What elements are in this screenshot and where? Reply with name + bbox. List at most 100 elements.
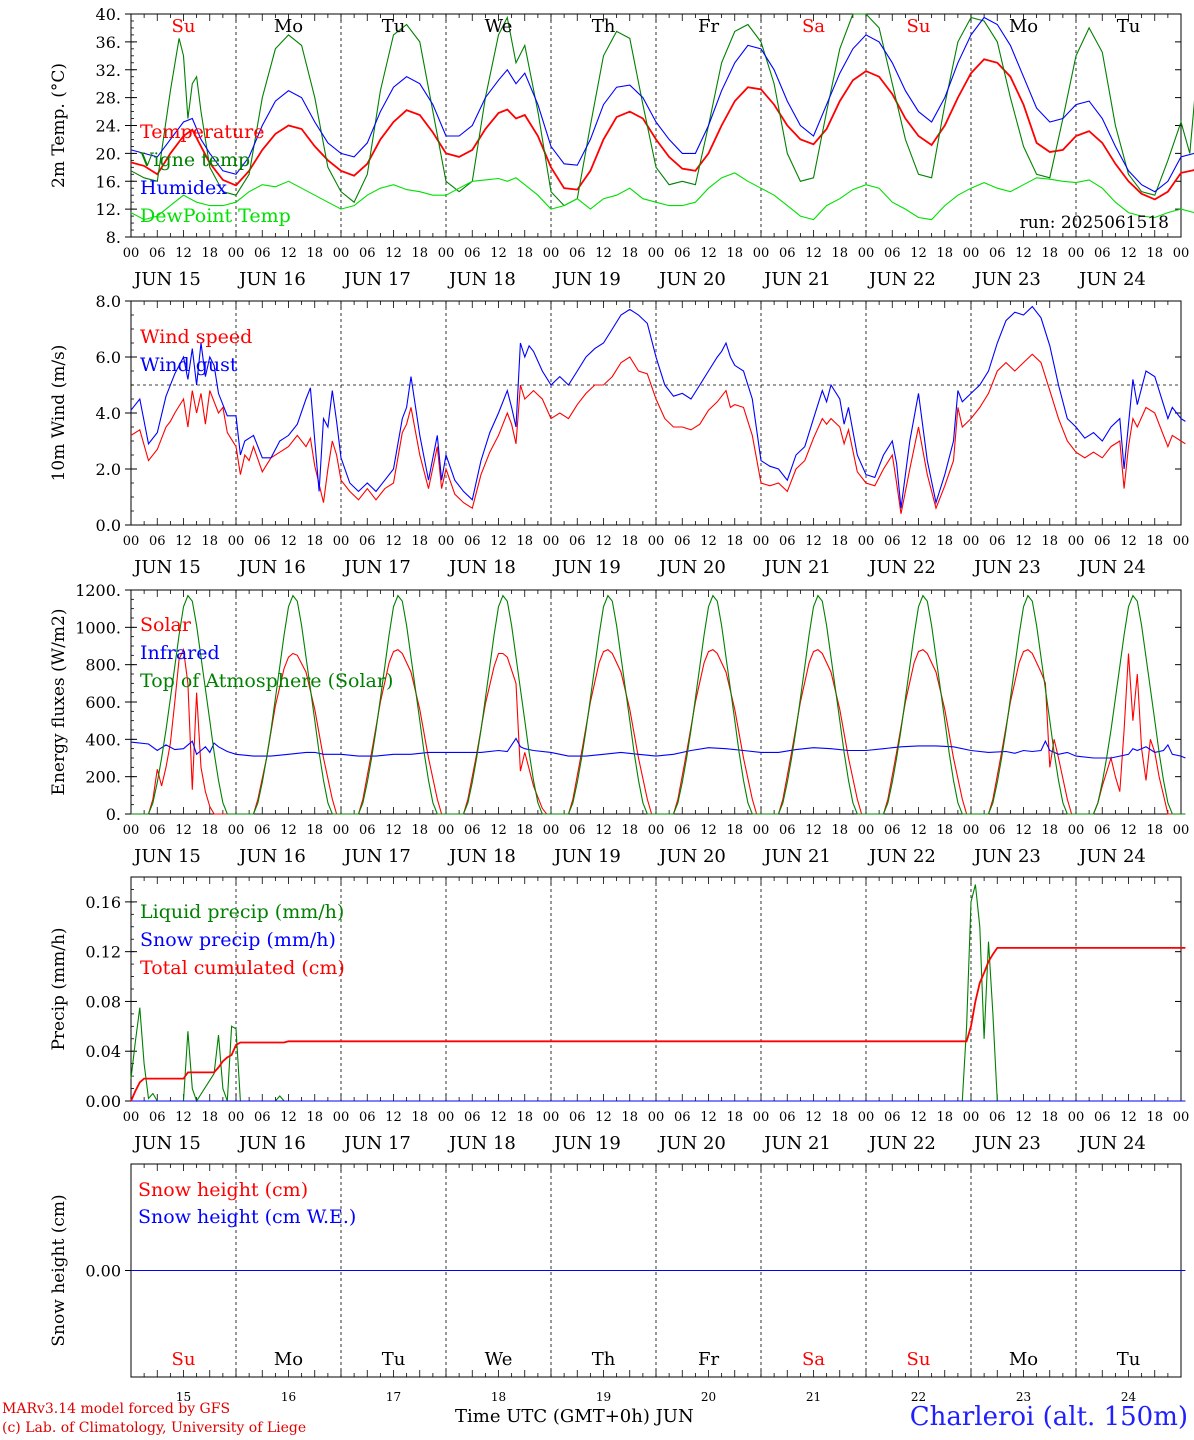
series-line-wind-speed — [130, 353, 1186, 514]
y-tick-label: 8. — [106, 228, 121, 247]
legend-vigne-temp: Vigne temp — [139, 149, 250, 171]
date-label: JUN 20 — [657, 557, 726, 578]
hour-tick-label: 18 — [1146, 823, 1163, 838]
hour-tick-label: 12 — [1120, 246, 1137, 261]
hour-tick-label: 00 — [1068, 1110, 1085, 1125]
weekday-label: Sa — [802, 16, 825, 37]
hour-tick-label: 12 — [280, 1110, 297, 1125]
hour-tick-label: 18 — [936, 823, 953, 838]
legend-wind-gust: Wind gust — [140, 354, 238, 376]
hour-tick-label: 00 — [963, 246, 980, 261]
hour-tick-label: 18 — [201, 534, 218, 549]
hour-tick-label: 12 — [490, 1110, 507, 1125]
hour-tick-label: 06 — [989, 823, 1006, 838]
hour-tick-label: 00 — [1173, 246, 1190, 261]
date-label: JUN 21 — [762, 1133, 831, 1154]
hour-tick-label: 12 — [910, 823, 927, 838]
y-tick-label: 8.0 — [96, 292, 121, 311]
hour-tick-label: 12 — [280, 534, 297, 549]
hour-tick-label: 18 — [726, 246, 743, 261]
date-label: JUN 24 — [1077, 269, 1146, 290]
legend-temperature: Temperature — [140, 121, 264, 143]
legend-top-of-atmosphere-solar-: Top of Atmosphere (Solar) — [140, 670, 393, 692]
y-tick-label: 20. — [96, 144, 121, 163]
hour-tick-label: 00 — [753, 1110, 770, 1125]
hour-tick-label: 12 — [280, 823, 297, 838]
weekday-label: Mo — [1009, 1349, 1038, 1370]
hour-tick-label: 12 — [805, 1110, 822, 1125]
hour-tick-label: 06 — [254, 534, 271, 549]
hour-tick-label: 06 — [779, 823, 796, 838]
day-number-label: 21 — [806, 1390, 821, 1404]
hour-tick-label: 00 — [543, 246, 560, 261]
hour-tick-label: 18 — [831, 1110, 848, 1125]
day-number-label: 15 — [176, 1390, 191, 1404]
hour-tick-label: 18 — [201, 246, 218, 261]
weekday-label: Fr — [698, 1349, 719, 1370]
hour-tick-label: 00 — [963, 534, 980, 549]
hour-tick-label: 18 — [516, 823, 533, 838]
hour-tick-label: 06 — [884, 1110, 901, 1125]
legend-wind-speed: Wind speed — [140, 326, 252, 348]
hour-tick-label: 18 — [411, 246, 428, 261]
legend-snow-precip-mm-h-: Snow precip (mm/h) — [140, 929, 336, 951]
y-tick-label: 36. — [96, 33, 121, 52]
hour-tick-label: 12 — [175, 1110, 192, 1125]
hour-tick-label: 00 — [123, 823, 140, 838]
hour-tick-label: 00 — [648, 246, 665, 261]
hour-tick-label: 18 — [1041, 823, 1058, 838]
y-tick-label: 400. — [85, 730, 121, 749]
y-tick-label: 24. — [96, 117, 121, 136]
date-label: JUN 18 — [447, 557, 516, 578]
hour-tick-label: 18 — [1041, 246, 1058, 261]
hour-tick-label: 18 — [936, 534, 953, 549]
date-label: JUN 23 — [972, 557, 1041, 578]
date-label: JUN 16 — [237, 1133, 306, 1154]
weekday-label: Su — [907, 16, 931, 37]
legend-humidex: Humidex — [140, 177, 227, 199]
hour-tick-label: 00 — [858, 823, 875, 838]
series-line-wind-gust — [130, 305, 1186, 509]
legend-solar: Solar — [140, 614, 192, 636]
hour-tick-label: 00 — [1173, 823, 1190, 838]
date-label: JUN 19 — [552, 846, 621, 867]
date-label: JUN 21 — [762, 846, 831, 867]
hour-tick-label: 18 — [621, 1110, 638, 1125]
day-number-label: 22 — [911, 1390, 926, 1404]
date-label: JUN 18 — [447, 846, 516, 867]
hour-tick-label: 00 — [963, 823, 980, 838]
y-tick-label: 1000. — [75, 618, 121, 637]
hour-tick-label: 00 — [333, 534, 350, 549]
hour-tick-label: 06 — [989, 246, 1006, 261]
day-number-label: 18 — [491, 1390, 506, 1404]
y-tick-label: 40. — [96, 5, 121, 24]
y-axis-title: 10m Wind (m/s) — [49, 345, 69, 482]
hour-tick-label: 00 — [648, 823, 665, 838]
series-line-dewpoint-temp — [130, 172, 1194, 221]
date-label: JUN 15 — [132, 269, 201, 290]
legend-total-cumulated-cm-: Total cumulated (cm) — [140, 957, 345, 979]
hour-tick-label: 06 — [779, 1110, 796, 1125]
y-tick-label: 0.08 — [85, 992, 121, 1011]
hour-tick-label: 18 — [621, 534, 638, 549]
hour-tick-label: 00 — [438, 1110, 455, 1125]
hour-tick-label: 12 — [595, 534, 612, 549]
hour-tick-label: 06 — [1094, 1110, 1111, 1125]
y-tick-label: 6.0 — [96, 348, 121, 367]
series-line-vigne-temp — [130, 13, 1194, 207]
weekday-label: Tu — [382, 16, 406, 37]
hour-tick-label: 12 — [1015, 823, 1032, 838]
y-axis-title: Precip (mm/h) — [49, 927, 69, 1050]
hour-tick-label: 00 — [648, 1110, 665, 1125]
y-tick-label: 1200. — [75, 581, 121, 600]
weekday-label: Tu — [1117, 1349, 1141, 1370]
hour-tick-label: 00 — [1068, 823, 1085, 838]
date-label: JUN 24 — [1077, 1133, 1146, 1154]
hour-tick-label: 12 — [700, 1110, 717, 1125]
hour-tick-label: 06 — [464, 246, 481, 261]
hour-tick-label: 06 — [464, 1110, 481, 1125]
hour-tick-label: 06 — [1094, 246, 1111, 261]
day-number-label: 17 — [386, 1390, 401, 1404]
hour-tick-label: 06 — [989, 534, 1006, 549]
y-tick-label: 600. — [85, 693, 121, 712]
